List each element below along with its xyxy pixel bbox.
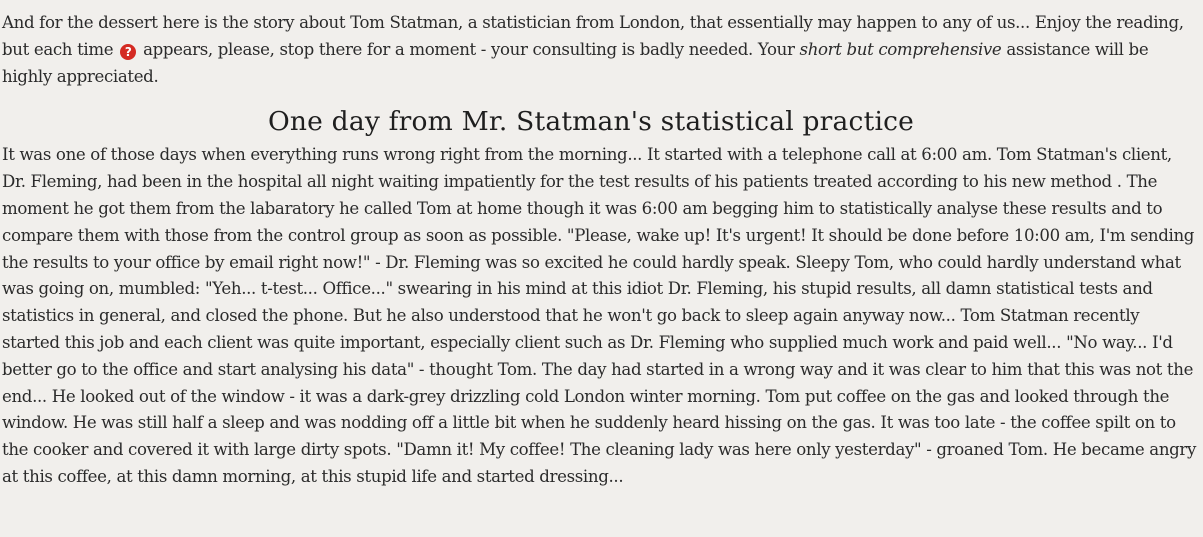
story-title: One day from Mr. Statman's statistical p… <box>267 106 915 138</box>
intro-emphasis: short but comprehensive <box>799 39 1002 59</box>
story-paragraph: It was one of those days when everything… <box>2 145 1197 486</box>
intro-text-end: assistance will be highly appreciated. <box>2 39 1149 86</box>
intro-text-start: And for the dessert here is the story ab… <box>2 13 1184 59</box>
intro-text-middle: appears, please, stop there for a moment… <box>143 39 795 59</box>
question-circle-icon: ? <box>120 43 137 60</box>
intro-paragraph: And for the dessert here is the story ab… <box>2 10 1200 90</box>
